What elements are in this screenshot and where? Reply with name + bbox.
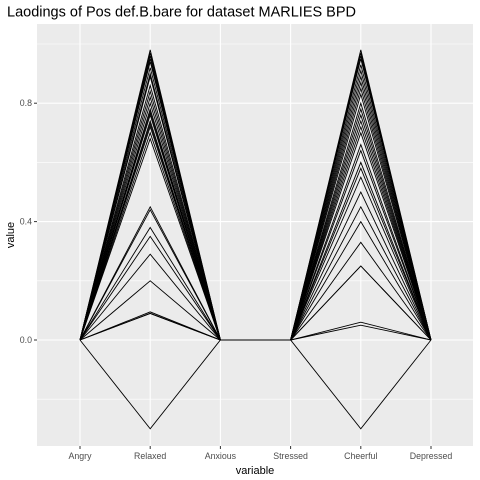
chart-title: Laodings of Pos def.B.bare for dataset M…	[7, 5, 356, 21]
x-tick-label: Anxious	[205, 451, 237, 461]
x-tick-label: Cheerful	[344, 451, 377, 461]
x-tick-label: Stressed	[273, 451, 308, 461]
y-tick-label: 0.8	[20, 98, 32, 108]
y-tick-label: 0.4	[20, 217, 32, 227]
y-tick-label: 0.0	[20, 335, 32, 345]
x-axis: Angry Relaxed Anxious Stressed Cheerful Depre…	[69, 446, 453, 461]
plot-panel	[37, 24, 473, 446]
series-lines	[79, 49, 432, 430]
y-axis-title: value	[5, 222, 17, 248]
x-tick-label: Depressed	[410, 451, 453, 461]
y-axis: 0.0 0.4 0.8	[20, 98, 37, 345]
x-axis-title: variable	[236, 465, 275, 477]
series-line	[79, 339, 432, 430]
x-tick-label: Relaxed	[134, 451, 166, 461]
x-tick-label: Angry	[69, 451, 93, 461]
minor-gridlines	[37, 43, 473, 400]
